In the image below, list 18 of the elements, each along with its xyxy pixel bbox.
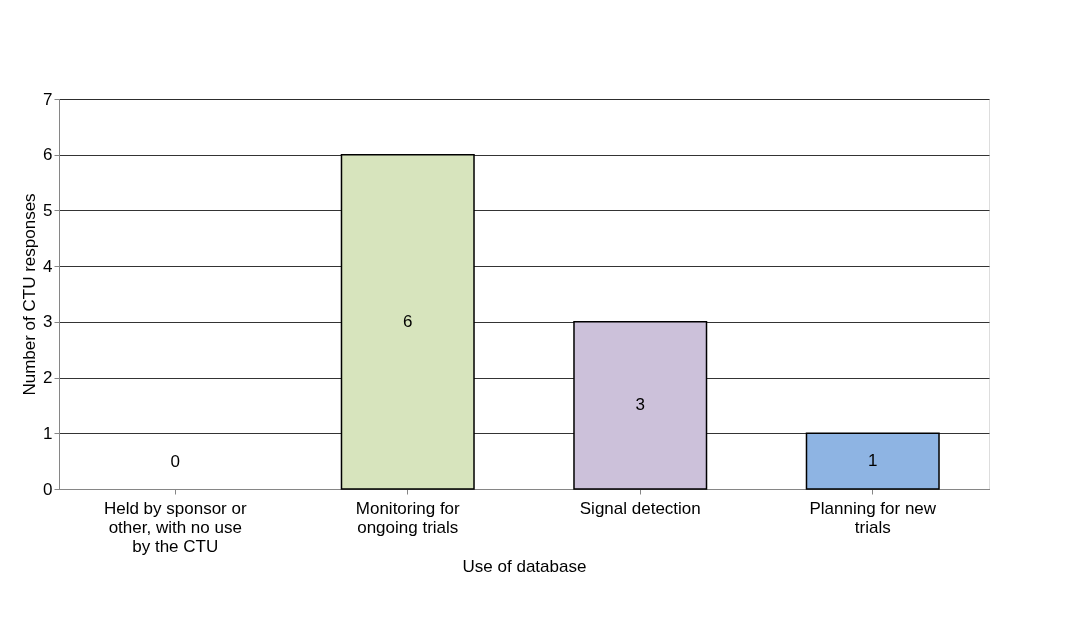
y-tick-label: 4 bbox=[43, 256, 53, 276]
y-tick-label: 6 bbox=[43, 145, 53, 165]
y-tick-label: 5 bbox=[43, 200, 53, 220]
x-tick-label: Monitoring for ongoing trials bbox=[355, 498, 461, 537]
x-tick-label: Signal detection bbox=[579, 498, 701, 518]
y-tick-label: 2 bbox=[43, 368, 53, 388]
y-axis-title: Number of CTU responses bbox=[20, 193, 40, 396]
y-tick-label: 3 bbox=[43, 312, 53, 332]
x-tick-label: Held by sponsor or other, with no use by the CTU bbox=[103, 498, 247, 556]
data-label: 6 bbox=[403, 311, 413, 331]
x-tick-label: Planning for new trials bbox=[809, 498, 937, 537]
y-tick-label: 1 bbox=[43, 423, 53, 443]
data-label: 1 bbox=[868, 451, 878, 471]
data-label: 3 bbox=[635, 395, 645, 415]
data-label: 0 bbox=[170, 451, 180, 471]
y-tick-label: 7 bbox=[43, 89, 53, 109]
y-tick-label: 0 bbox=[43, 479, 53, 499]
x-axis-title: Use of database bbox=[462, 556, 587, 576]
